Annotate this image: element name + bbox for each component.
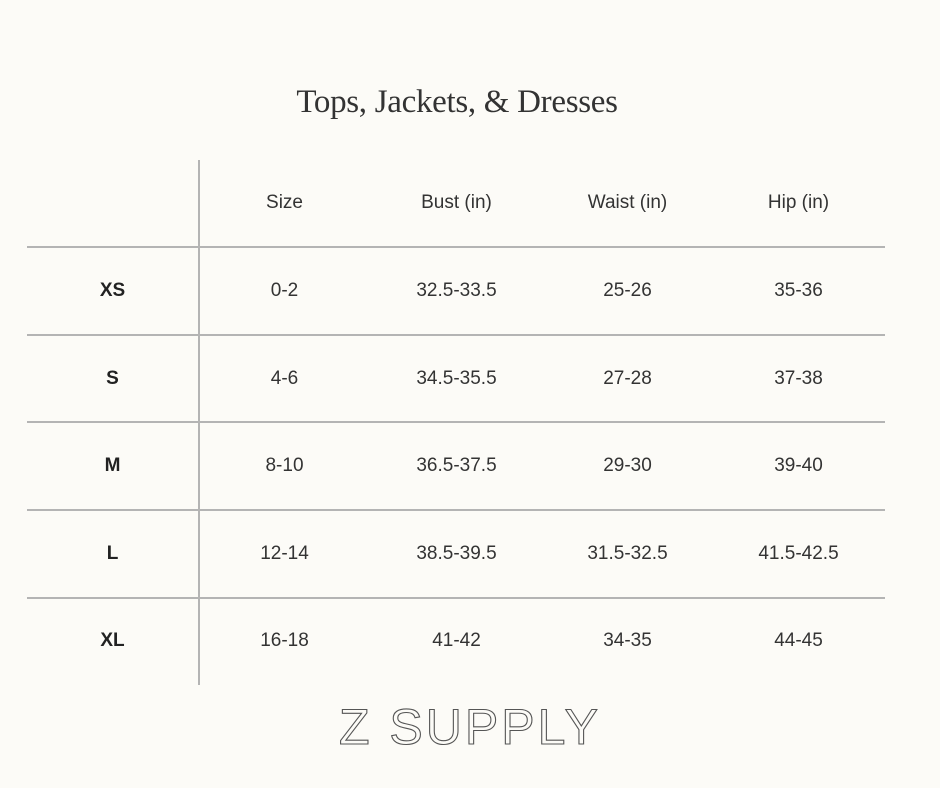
row-header: XS: [99, 280, 126, 301]
z-supply-logo: Z SUPPLY: [0, 698, 940, 755]
row-divider: [27, 421, 885, 423]
table-cell: 36.5-37.5: [416, 455, 497, 476]
table-cell: 4-6: [270, 368, 299, 389]
table-cell: 38.5-39.5: [416, 543, 497, 564]
row-divider: [27, 246, 885, 248]
table-cell: 34.5-35.5: [416, 368, 497, 389]
row-divider: [27, 597, 885, 599]
column-header: Size: [266, 192, 303, 213]
table-cell: 16-18: [260, 630, 309, 651]
chart-title: Tops, Jackets, & Dresses: [296, 84, 618, 120]
table-cell: 8-10: [265, 455, 304, 476]
table-cell: 12-14: [260, 543, 309, 564]
table-cell: 27-28: [603, 368, 652, 389]
table-cell: 39-40: [774, 455, 823, 476]
table-cell: 44-45: [774, 630, 823, 651]
table-cell: 41-42: [432, 630, 481, 651]
row-header: M: [104, 455, 121, 476]
table-cell: 32.5-33.5: [416, 280, 497, 301]
row-header: S: [106, 368, 119, 389]
table-cell: 41.5-42.5: [758, 543, 839, 564]
column-header: Bust (in): [421, 192, 492, 213]
logo-text: Z SUPPLY: [340, 699, 600, 750]
table-cell: 35-36: [774, 280, 823, 301]
table-cell: 25-26: [603, 280, 652, 301]
row-divider: [27, 334, 885, 336]
table-cell: 29-30: [603, 455, 652, 476]
table-cell: 34-35: [603, 630, 652, 651]
row-header: L: [106, 543, 119, 564]
column-header: Hip (in): [767, 192, 830, 213]
column-header: Waist (in): [587, 192, 668, 213]
row-header: XL: [100, 630, 125, 651]
table-cell: 37-38: [774, 368, 823, 389]
table-cell: 0-2: [270, 280, 299, 301]
row-divider: [27, 509, 885, 511]
table-cell: 31.5-32.5: [587, 543, 668, 564]
